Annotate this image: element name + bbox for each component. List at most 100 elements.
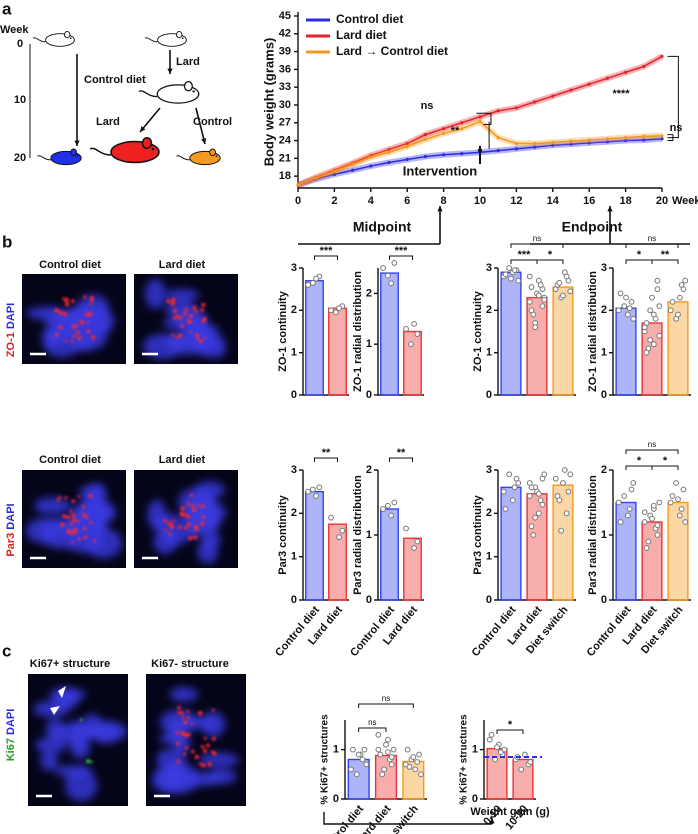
x-tick-label: 2 <box>331 195 337 207</box>
signal-dot <box>90 298 94 302</box>
signal-dot <box>89 302 93 306</box>
diagram-label: Control diet <box>84 74 146 86</box>
significance-label: * <box>508 719 513 731</box>
bar <box>641 322 663 396</box>
data-point <box>539 501 546 508</box>
y-axis-label: Par3 radial distribution <box>352 475 364 595</box>
micrograph-signal <box>33 687 128 802</box>
data-point <box>680 486 687 493</box>
y-tick-label: 2 <box>291 304 297 316</box>
x-tick-label: 12 <box>510 195 522 207</box>
dapi-blob <box>78 484 107 503</box>
signal-dot <box>82 513 86 517</box>
point <box>642 134 646 138</box>
signal-dot <box>91 335 96 340</box>
signal-dot <box>194 754 199 760</box>
data-point <box>526 298 533 305</box>
mouse-eye <box>76 155 79 157</box>
data-point <box>313 493 320 499</box>
data-point <box>528 523 535 530</box>
arrow-head <box>201 138 207 144</box>
data-point <box>313 275 320 282</box>
point <box>405 141 409 146</box>
signal-dot <box>180 731 185 736</box>
arrow-head <box>607 206 613 212</box>
data-point <box>678 282 685 288</box>
signal-dot <box>189 493 193 497</box>
signal-dot <box>166 522 170 526</box>
signal-dot <box>175 335 179 339</box>
y-axis-label: ZO-1 continuity <box>277 290 289 372</box>
data-point <box>418 771 424 778</box>
signal-dot <box>69 509 73 513</box>
y-tick-label: 0 <box>291 389 297 401</box>
significance-bracket <box>358 703 414 708</box>
y-tick-label: 0 <box>291 594 297 606</box>
point <box>296 183 300 187</box>
data-point <box>414 538 421 545</box>
signal-dot <box>73 531 77 535</box>
data-point <box>316 484 323 491</box>
image-title: Ki67- structure <box>151 658 229 670</box>
signal-dot <box>58 496 62 500</box>
arrow-head <box>140 126 146 132</box>
data-point <box>624 311 631 318</box>
data-point <box>515 480 522 486</box>
point <box>442 153 446 157</box>
signal-dot <box>201 515 205 519</box>
dapi-blob <box>86 721 128 742</box>
point <box>387 147 391 152</box>
x-tick-label: 10 <box>474 195 486 207</box>
stain: DAPI <box>5 503 17 529</box>
mouse-icon <box>176 148 221 166</box>
significance-label: ns <box>533 234 541 243</box>
point <box>605 140 610 144</box>
data-point <box>497 749 504 755</box>
signal-dot <box>64 496 68 500</box>
signal-dot <box>71 499 76 503</box>
data-point <box>530 311 537 318</box>
y-axis-label: ZO-1 radial distribution <box>352 271 364 392</box>
significance-label: * <box>663 455 668 467</box>
data-point <box>626 506 633 512</box>
data-point <box>650 502 657 509</box>
mouse-eye <box>192 90 195 93</box>
mouse-ear <box>176 30 183 39</box>
mouse-tail <box>176 155 190 161</box>
signal-dot <box>63 299 67 302</box>
y-tick-label: 3 <box>486 464 492 476</box>
signal-dot <box>195 309 198 313</box>
signal-dot <box>86 321 90 324</box>
dapi-blob <box>201 509 222 531</box>
data-point <box>379 771 386 778</box>
signal-dot <box>206 743 210 748</box>
point <box>533 141 537 146</box>
point <box>387 150 391 155</box>
annotation: ns <box>421 100 434 112</box>
signal-dot <box>193 535 198 540</box>
signal-dot <box>212 751 217 756</box>
data-point <box>676 294 683 301</box>
data-point <box>506 265 513 271</box>
point <box>533 145 537 149</box>
signal-dot <box>183 312 187 316</box>
signal-dot <box>183 720 188 725</box>
x-tick-label: 14 <box>547 195 560 207</box>
data-point <box>350 746 356 753</box>
data-point <box>390 746 397 753</box>
significance-label: *** <box>518 249 532 261</box>
y-tick-label: 21 <box>279 152 291 164</box>
signal-dot <box>169 524 175 530</box>
data-point <box>403 326 409 332</box>
dapi-blob <box>165 288 200 302</box>
data-point <box>560 292 566 299</box>
signal-dot <box>69 522 73 526</box>
data-point <box>412 766 419 773</box>
y-axis-label: % Ki67+ structures <box>459 714 470 805</box>
significance-label: * <box>637 249 642 261</box>
y-tick-label: 0 <box>601 389 607 401</box>
signal <box>166 297 207 344</box>
signal-dot <box>62 297 66 300</box>
mouse-icon <box>144 30 187 47</box>
signal-dot <box>187 536 192 541</box>
